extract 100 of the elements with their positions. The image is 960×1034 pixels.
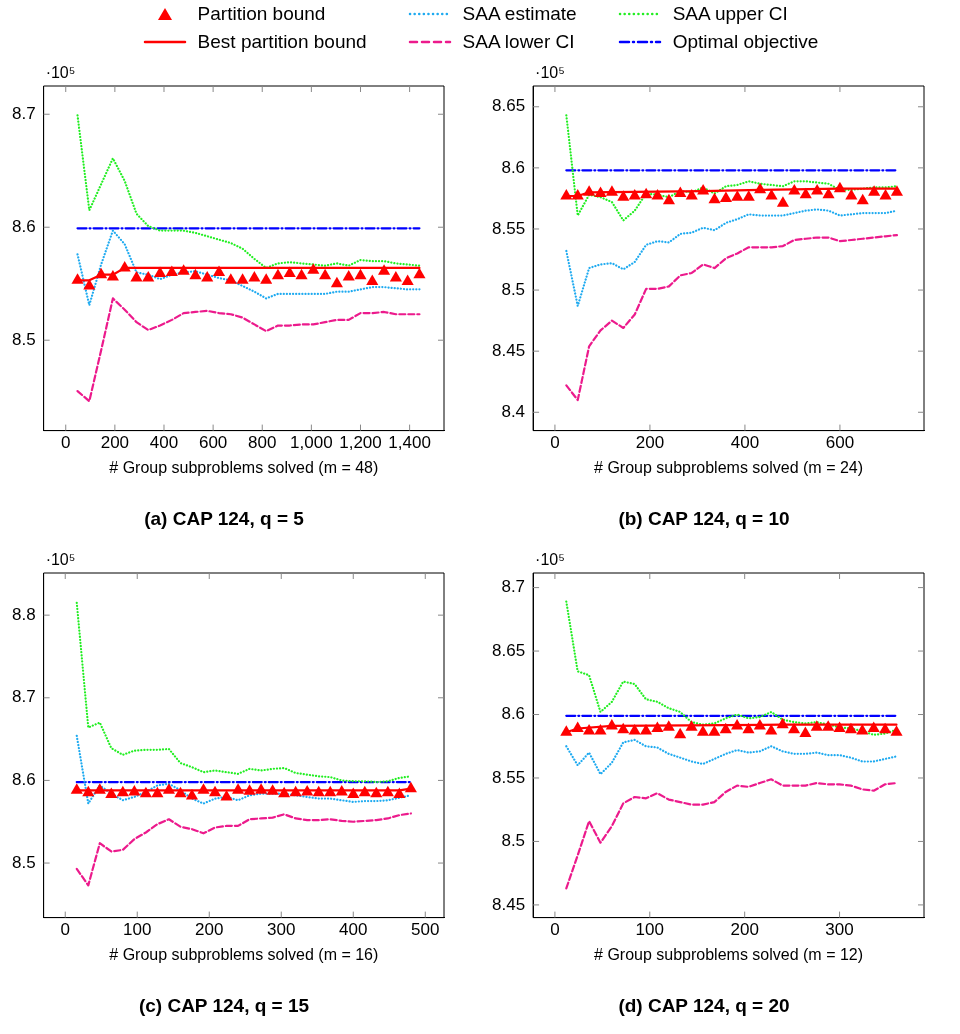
x-tick-label: 1,000 [290, 433, 333, 453]
point [283, 266, 296, 278]
point [197, 783, 210, 794]
point [788, 184, 801, 195]
x-tick-label: 200 [100, 433, 130, 453]
point [393, 787, 406, 798]
point [753, 718, 766, 730]
point [799, 726, 812, 738]
y-tick-label: 8.6 [501, 157, 526, 177]
point [571, 188, 584, 200]
point [260, 273, 273, 284]
y-axis-title: ·10⁵ [45, 551, 76, 569]
x-tick-label: 600 [825, 433, 855, 453]
point [617, 722, 630, 734]
x-axis-title: # Group subproblems solved (m = 24) [594, 459, 864, 477]
y-tick-label: 8.6 [501, 704, 526, 724]
point [776, 717, 789, 729]
point [165, 265, 178, 276]
point [560, 188, 573, 200]
legend-label: SAA lower CI [462, 31, 575, 53]
y-tick-label: 8.7 [501, 577, 526, 597]
point [70, 783, 83, 794]
point [628, 188, 641, 200]
point [404, 781, 417, 793]
point [201, 271, 214, 282]
point [640, 187, 653, 199]
point [628, 724, 641, 735]
point [776, 196, 789, 207]
x-tick-label: 0 [61, 433, 71, 453]
point [708, 192, 721, 204]
point [651, 188, 664, 200]
point [255, 783, 268, 794]
y-axis-title: ·10⁵ [535, 64, 565, 82]
x-tick-label: 200 [195, 920, 224, 940]
legend-label: Partition bound [197, 3, 326, 25]
x-tick-label: 400 [730, 433, 760, 453]
point [811, 184, 824, 195]
point [868, 185, 881, 196]
point [208, 785, 222, 797]
point [401, 274, 414, 285]
point [354, 268, 367, 280]
line-series [565, 778, 898, 890]
legend-label: Best partition bound [197, 31, 367, 53]
x-tick-label: 1,400 [388, 433, 431, 453]
point [833, 721, 846, 732]
point [289, 785, 302, 797]
point [890, 185, 903, 196]
x-tick-label: 0 [550, 920, 560, 940]
point [212, 265, 226, 276]
x-tick-label: 1,200 [339, 433, 382, 453]
legend-label: SAA upper CI [672, 3, 788, 25]
point [347, 787, 360, 798]
point [685, 720, 698, 731]
text: (c) CAP 124, q = 15 [138, 994, 310, 1016]
point [674, 727, 687, 739]
point [278, 786, 291, 798]
y-tick-label: 8.65 [491, 96, 526, 116]
point [845, 188, 858, 200]
y-tick-label: 8.8 [11, 604, 36, 624]
y-tick-label: 8.65 [491, 640, 526, 660]
point [867, 721, 880, 732]
y-tick-label: 8.5 [501, 279, 526, 299]
point [754, 182, 767, 194]
text: (a) CAP 124, q = 5 [144, 507, 305, 529]
x-axis-title: # Group subproblems solved (m = 48) [109, 459, 379, 477]
point [879, 722, 892, 734]
point [243, 784, 256, 795]
point [185, 789, 199, 800]
point [82, 785, 95, 797]
point [594, 186, 607, 198]
line-series [76, 297, 421, 403]
point [295, 268, 308, 280]
point [731, 718, 744, 730]
point [833, 181, 846, 193]
point [719, 722, 732, 734]
point [248, 271, 261, 282]
point [93, 783, 106, 794]
point [381, 785, 394, 797]
point [879, 188, 892, 200]
point [890, 725, 903, 736]
y-tick-label: 8.6 [11, 770, 36, 790]
x-tick-label: 100 [635, 920, 664, 940]
point [128, 784, 141, 796]
x-tick-label: 400 [149, 433, 179, 453]
point [605, 718, 618, 730]
point [571, 721, 584, 732]
y-tick-label: 8.55 [491, 767, 526, 787]
point [856, 193, 869, 205]
point [605, 185, 618, 196]
y-tick-label: 8.5 [501, 831, 526, 851]
text: (d) CAP 124, q = 20 [618, 994, 790, 1016]
y-tick-label: 8.7 [11, 687, 36, 707]
x-tick-label: 200 [635, 433, 665, 453]
point [189, 268, 202, 280]
point [271, 268, 285, 280]
x-axis-title: # Group subproblems solved (m = 12) [594, 946, 864, 964]
point [697, 184, 710, 195]
point [719, 191, 732, 202]
point [139, 786, 152, 798]
y-axis-title: ·10⁵ [45, 64, 76, 82]
